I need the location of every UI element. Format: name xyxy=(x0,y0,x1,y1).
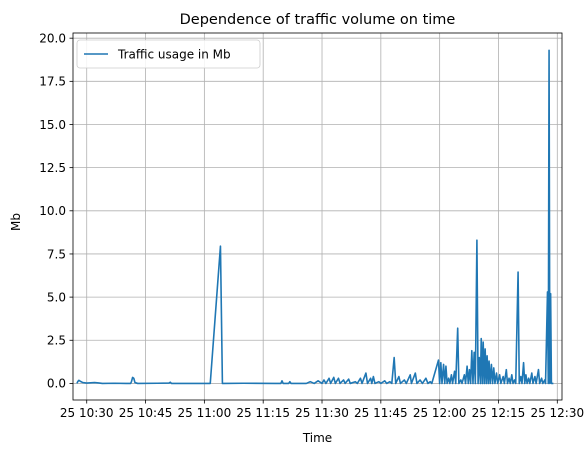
series-line-traffic xyxy=(76,49,554,385)
y-tick-label: 17.5 xyxy=(39,75,66,89)
x-tick-label: 25 12:00 xyxy=(413,406,467,420)
x-tick-label: 25 12:30 xyxy=(530,406,584,420)
legend: Traffic usage in Mb xyxy=(76,39,261,69)
x-tick-label: 25 11:00 xyxy=(178,406,232,420)
x-tick-label: 25 11:30 xyxy=(295,406,349,420)
legend-box xyxy=(76,39,261,69)
x-tick-label: 25 12:15 xyxy=(472,406,526,420)
plot-area xyxy=(76,49,554,385)
y-tick-label: 15.0 xyxy=(39,118,66,132)
x-axis-ticks: 25 10:30 25 10:45 25 11:00 25 11:15 25 11:30… xyxy=(60,400,584,420)
y-tick-label: 20.0 xyxy=(39,31,66,45)
chart-title: Dependence of traffic volume on time xyxy=(180,12,456,28)
y-tick-label: 12.5 xyxy=(39,161,66,175)
y-tick-label: 10.0 xyxy=(39,204,66,218)
x-tick-label: 25 11:15 xyxy=(236,406,290,420)
y-axis-label: Mb xyxy=(9,213,23,231)
x-tick-label: 25 10:45 xyxy=(119,406,173,420)
y-tick-label: 2.5 xyxy=(47,334,66,348)
x-axis-label: Time xyxy=(302,431,332,445)
y-tick-label: 5.0 xyxy=(47,290,66,304)
axes-frame xyxy=(72,32,563,401)
grid-lines xyxy=(73,33,562,400)
x-tick-label: 25 11:45 xyxy=(354,406,408,420)
x-tick-label: 25 10:30 xyxy=(60,406,114,420)
legend-label: Traffic usage in Mb xyxy=(117,48,231,62)
y-tick-label: 7.5 xyxy=(47,247,66,261)
y-tick-label: 0.0 xyxy=(47,377,66,391)
y-axis-ticks: 0.0 2.5 5.0 7.5 10.0 12.5 15.0 17.5 20.0 xyxy=(39,31,73,391)
